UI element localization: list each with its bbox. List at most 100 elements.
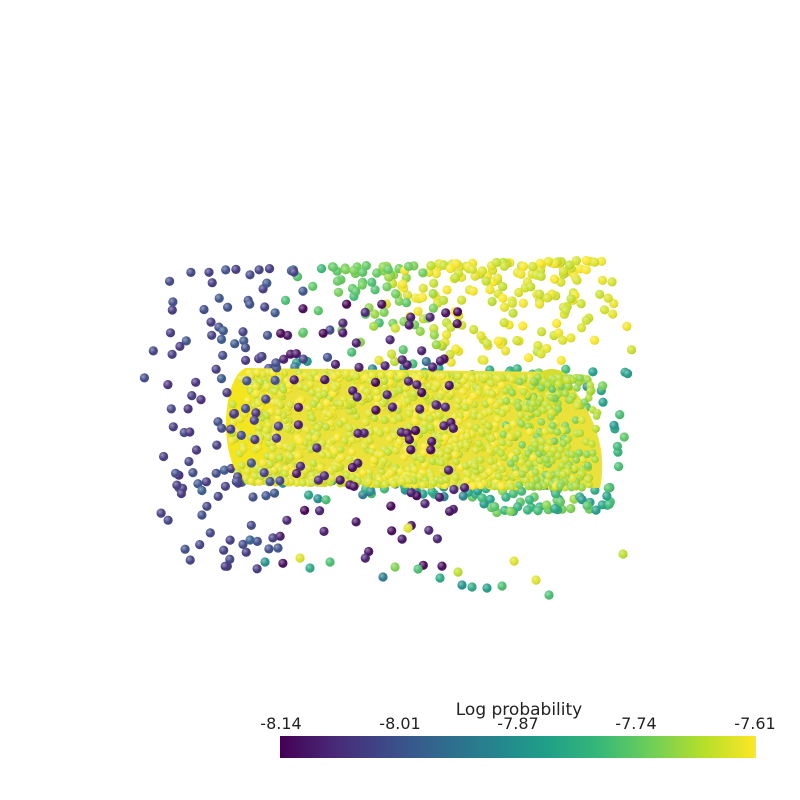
point-shading: [411, 417, 420, 426]
point-shading: [259, 468, 269, 478]
point-shading: [501, 386, 510, 395]
point-shading: [614, 461, 624, 472]
point-shading: [571, 482, 580, 490]
point-shading: [271, 358, 281, 368]
point-shading: [576, 374, 584, 382]
point-shading: [395, 386, 404, 394]
point-shading: [529, 453, 538, 462]
point-shading: [477, 266, 487, 276]
point-shading: [544, 471, 553, 480]
point-shading: [269, 488, 280, 498]
point-shading: [497, 449, 505, 457]
point-shading: [432, 534, 442, 544]
point-shading: [470, 412, 478, 420]
point-shading: [402, 290, 413, 300]
point-shading: [498, 409, 507, 417]
point-shading: [279, 354, 289, 364]
point-shading: [251, 408, 261, 418]
point-shading: [305, 433, 314, 442]
point-shading: [450, 273, 460, 283]
point-shading: [220, 561, 230, 571]
point-shading: [441, 330, 452, 340]
point-shading: [535, 449, 543, 458]
point-shading: [509, 420, 518, 428]
point-shading: [549, 274, 560, 284]
point-shading: [218, 326, 228, 336]
point-shading: [405, 410, 414, 418]
point-shading: [581, 315, 591, 325]
point-shading: [254, 265, 264, 275]
point-shading: [497, 381, 506, 389]
point-shading: [502, 397, 511, 405]
point-shading: [482, 583, 492, 593]
point-shading: [340, 436, 349, 445]
point-cloud-viewport[interactable]: [0, 0, 800, 690]
point-shading: [413, 306, 423, 316]
point-shading: [529, 377, 537, 385]
point-shading: [578, 416, 586, 424]
point-shading: [168, 297, 178, 307]
point-shading: [493, 336, 503, 346]
point-shading: [293, 479, 301, 487]
point-shading: [266, 460, 275, 469]
point-shading: [487, 296, 497, 307]
point-shading: [538, 437, 546, 445]
point-shading: [535, 258, 545, 268]
point-shading: [486, 457, 495, 466]
point-shading: [559, 470, 567, 479]
point-shading: [429, 330, 439, 340]
point-shading: [270, 375, 280, 385]
point-shading: [231, 264, 241, 274]
point-shading: [467, 264, 477, 274]
point-shading: [245, 270, 255, 280]
point-shading: [469, 392, 478, 400]
point-shading: [581, 265, 591, 275]
point-shading: [313, 306, 323, 316]
point-shading: [302, 426, 311, 434]
point-shading: [441, 308, 451, 318]
point-shading: [296, 437, 304, 445]
point-shading: [615, 410, 625, 420]
point-shading: [327, 474, 336, 482]
point-shading: [261, 394, 271, 404]
point-shading: [481, 276, 491, 286]
point-shading: [453, 567, 463, 577]
point-shading: [452, 457, 461, 466]
point-shading: [622, 321, 632, 331]
point-shading: [455, 417, 463, 425]
point-shading: [598, 397, 608, 407]
point-shading: [468, 375, 477, 383]
point-shading: [268, 453, 277, 461]
point-shading: [595, 289, 605, 299]
point-shading: [257, 351, 267, 362]
point-shading: [433, 380, 442, 389]
point-shading: [500, 346, 511, 356]
point-shading: [451, 473, 460, 482]
point-shading: [586, 381, 595, 390]
point-shading: [369, 321, 379, 331]
point-shading: [577, 495, 587, 505]
point-shading: [231, 476, 241, 487]
point-shading: [581, 255, 591, 266]
point-shading: [554, 328, 564, 338]
point-shading: [268, 533, 278, 543]
point-shading: [262, 330, 273, 340]
point-shading: [454, 372, 463, 381]
point-shading: [284, 425, 292, 433]
point-shading: [367, 277, 377, 287]
point-shading: [448, 423, 458, 433]
point-shading: [499, 302, 509, 312]
point-shading: [211, 468, 221, 478]
point-shading: [322, 423, 331, 431]
point-shading: [250, 434, 260, 445]
point-shading: [536, 349, 546, 359]
point-shading: [296, 382, 304, 391]
point-shading: [554, 452, 562, 460]
point-shading: [506, 433, 514, 441]
point-shading: [576, 323, 587, 333]
point-shading: [444, 465, 454, 475]
point-shading: [378, 572, 388, 582]
point-shading: [570, 464, 579, 473]
point-shading: [338, 318, 348, 328]
point-shading: [217, 423, 227, 433]
